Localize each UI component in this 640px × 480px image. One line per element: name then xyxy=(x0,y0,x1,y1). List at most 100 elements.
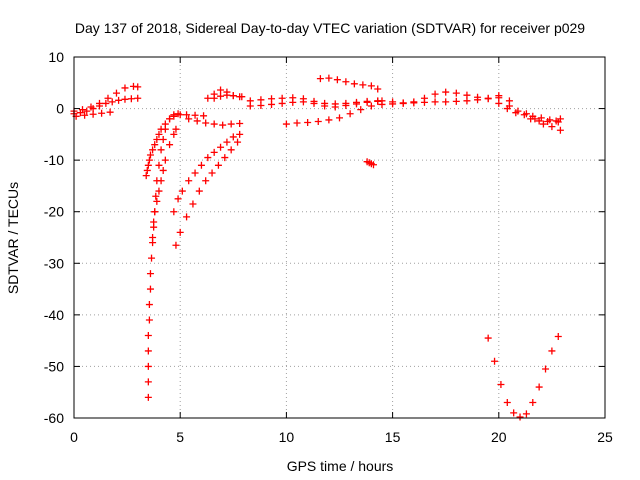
series-arc-05 xyxy=(142,111,208,180)
data-point xyxy=(505,102,513,110)
data-point xyxy=(115,96,123,104)
x-tick-label: 0 xyxy=(70,429,78,445)
data-point xyxy=(145,301,153,309)
data-point xyxy=(442,98,450,106)
data-point xyxy=(148,254,156,262)
data-point xyxy=(204,94,212,102)
series-arc-22 xyxy=(484,333,562,421)
data-point xyxy=(227,120,235,128)
data-point xyxy=(346,110,354,118)
data-point xyxy=(170,112,178,120)
x-tick-label: 20 xyxy=(491,429,507,445)
data-point xyxy=(144,378,152,386)
data-point xyxy=(491,357,499,365)
data-point xyxy=(367,102,375,110)
data-point xyxy=(369,161,377,169)
data-point xyxy=(374,85,382,93)
data-point xyxy=(389,100,397,108)
series-arc-15 xyxy=(316,74,382,93)
data-point xyxy=(223,138,231,146)
data-point xyxy=(516,413,524,421)
data-point xyxy=(151,208,159,216)
y-tick-label: -50 xyxy=(44,358,64,374)
data-point xyxy=(257,101,265,109)
data-point xyxy=(189,200,197,208)
data-point xyxy=(89,110,97,118)
data-point xyxy=(514,107,522,115)
data-point xyxy=(202,119,210,127)
data-point xyxy=(554,333,562,341)
data-point xyxy=(544,117,552,125)
data-point xyxy=(229,92,237,100)
data-point xyxy=(170,208,178,216)
y-axis-label: SDTVAR / TECUs xyxy=(5,182,21,294)
data-point xyxy=(535,117,543,125)
axes: 0 5 10 15 20 25 -60 -50 -40 -30 -20 -10 0 10 xyxy=(44,49,613,445)
data-point xyxy=(144,331,152,339)
series-arc-03 xyxy=(72,108,114,120)
data-point xyxy=(157,146,165,154)
data-point xyxy=(153,136,161,144)
data-point xyxy=(170,130,178,138)
data-point xyxy=(548,123,556,131)
data-point xyxy=(142,172,150,180)
data-point xyxy=(191,169,199,177)
series-arc-09 xyxy=(185,115,244,129)
data-point xyxy=(149,146,157,154)
data-point xyxy=(442,88,450,96)
data-point xyxy=(246,102,254,110)
data-point xyxy=(121,95,129,103)
data-point xyxy=(153,197,161,205)
data-point xyxy=(176,228,184,236)
data-point xyxy=(299,98,307,106)
data-point xyxy=(146,285,154,293)
data-point xyxy=(352,100,360,108)
data-point xyxy=(227,146,235,154)
y-tick-label: -60 xyxy=(44,410,64,426)
data-point xyxy=(210,94,218,102)
data-point xyxy=(104,94,112,102)
data-point xyxy=(548,347,556,355)
x-tick-label: 15 xyxy=(385,429,401,445)
data-point xyxy=(161,120,169,128)
series-arc-18 xyxy=(378,94,513,108)
data-point xyxy=(229,133,237,141)
data-point xyxy=(197,161,205,169)
data-point xyxy=(331,103,339,111)
data-point xyxy=(321,102,329,110)
data-point xyxy=(350,80,358,88)
series-arc-16 xyxy=(363,158,377,169)
plot-frame xyxy=(73,56,606,419)
data-point xyxy=(159,166,167,174)
series-arc-06 xyxy=(149,125,180,241)
data-point xyxy=(108,98,116,106)
x-tick-label: 5 xyxy=(176,429,184,445)
data-point xyxy=(527,115,535,123)
data-point xyxy=(155,187,163,195)
data-point xyxy=(144,362,152,370)
data-point xyxy=(185,177,193,185)
data-point xyxy=(112,89,120,97)
data-point xyxy=(399,99,407,107)
data-point xyxy=(234,138,242,146)
data-point xyxy=(102,99,110,107)
data-point xyxy=(183,213,191,221)
y-tick-label: -20 xyxy=(44,204,64,220)
data-point xyxy=(278,99,286,107)
data-point xyxy=(325,116,333,124)
data-point xyxy=(185,115,193,123)
series-arc-17 xyxy=(378,88,503,107)
y-tick-label: -40 xyxy=(44,307,64,323)
data-point xyxy=(268,100,276,108)
data-point xyxy=(221,154,229,162)
data-point xyxy=(552,117,560,125)
data-point xyxy=(217,143,225,151)
data-point xyxy=(219,121,227,129)
data-point xyxy=(556,115,564,123)
x-tick-label: 25 xyxy=(597,429,613,445)
data-point xyxy=(166,115,174,123)
data-point xyxy=(363,98,371,106)
data-point xyxy=(495,99,503,107)
data-point xyxy=(236,120,244,128)
data-point xyxy=(289,98,297,106)
